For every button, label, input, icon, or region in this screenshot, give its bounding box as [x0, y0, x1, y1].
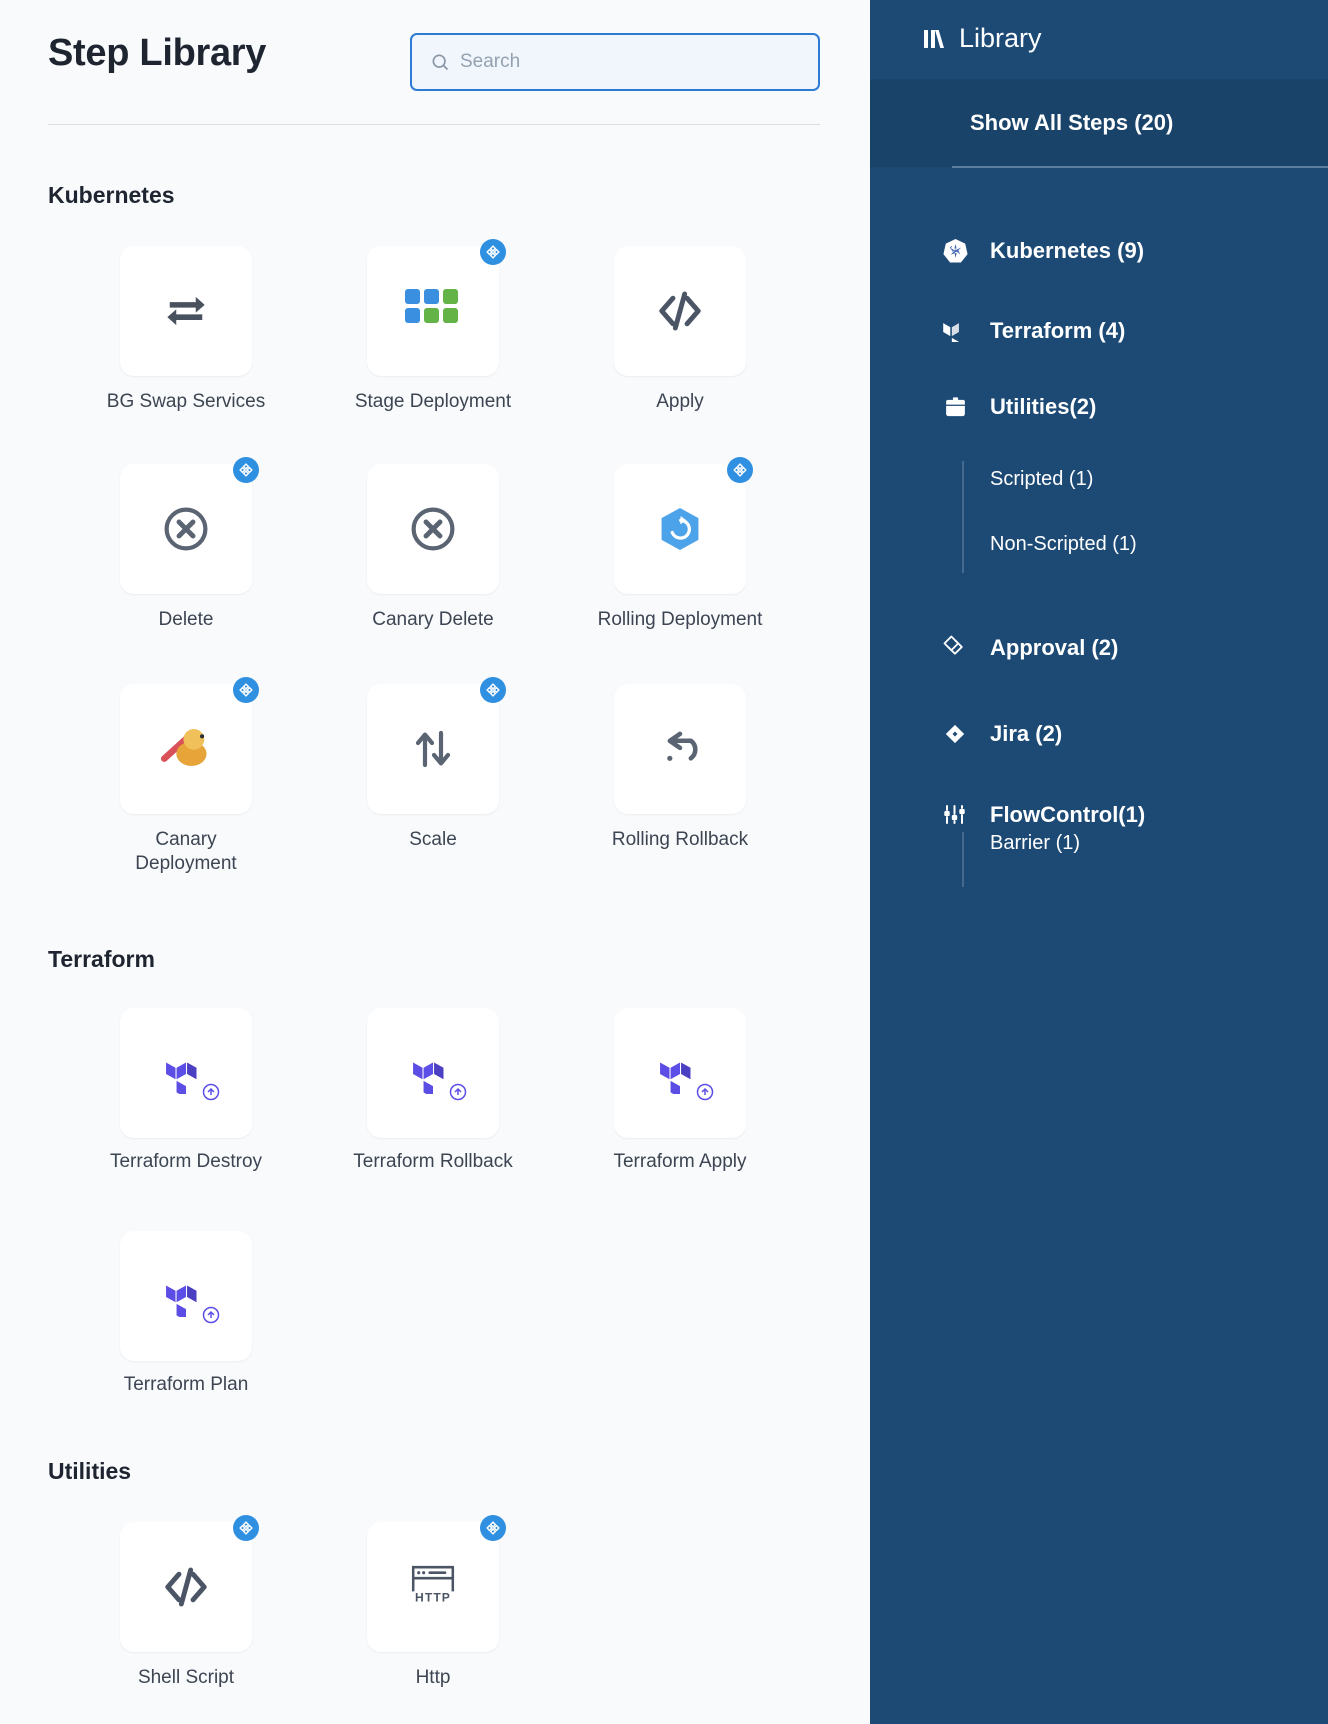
svg-text:HTTP: HTTP [415, 1590, 451, 1604]
